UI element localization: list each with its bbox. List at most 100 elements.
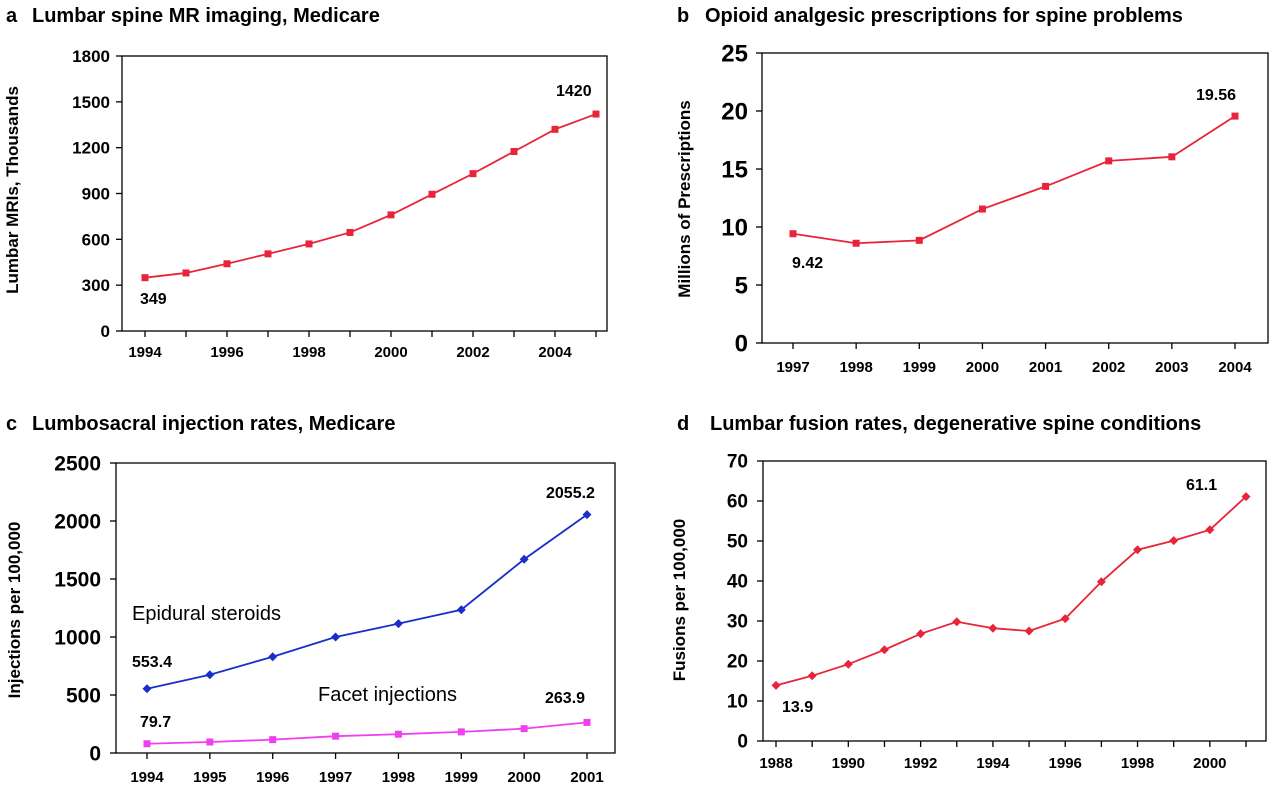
panel-d-series [771, 492, 1251, 690]
y-tick-label: 20 [721, 98, 748, 125]
panel-a-y-axis: 0 300 600 900 1200 1500 1800 [72, 47, 122, 341]
x-tick-label: 1997 [776, 359, 809, 376]
y-tick-label: 0 [737, 732, 748, 753]
panel-b-x-axis: 1997 1998 1999 2000 2001 2002 2003 2004 [776, 343, 1252, 376]
panel-b-series [789, 112, 1239, 247]
panel-a-ylabel: Lumbar MRIs, Thousands [3, 86, 22, 294]
panel-d-ylabel: Fusions per 100,000 [670, 519, 689, 682]
y-tick-label: 30 [727, 612, 748, 633]
data-point [1168, 153, 1176, 161]
y-tick-label: 1000 [54, 626, 101, 649]
x-tick-label: 2001 [570, 769, 603, 786]
data-point [1169, 536, 1179, 546]
series-line-1 [792, 115, 1236, 245]
data-point [520, 725, 528, 733]
data-point [1024, 626, 1034, 636]
x-tick-label: 2002 [1092, 359, 1125, 376]
series-line-1 [775, 495, 1247, 687]
data-point [456, 605, 466, 615]
series-line-2 [146, 721, 588, 745]
data-point [205, 670, 215, 680]
data-point [1042, 182, 1050, 190]
panel-d-y-axis: 0 10 20 30 40 50 60 70 [727, 452, 763, 753]
x-tick-label: 1995 [193, 769, 226, 786]
x-tick-label: 1999 [445, 769, 478, 786]
data-point [264, 250, 272, 258]
x-tick-label: 1998 [1121, 755, 1154, 772]
panel-c-data-label-facet-last: 263.9 [545, 690, 585, 707]
y-tick-label: 25 [721, 40, 748, 67]
y-tick-label: 1500 [72, 93, 110, 112]
data-point [1231, 112, 1239, 120]
x-tick-label: 1998 [292, 344, 325, 361]
data-point [393, 619, 403, 629]
data-point [519, 554, 529, 564]
panel-b-data-label-last: 19.56 [1196, 87, 1236, 104]
panel-b: b Opioid analgesic prescriptions for spi… [675, 5, 1269, 376]
data-point [143, 740, 151, 748]
x-tick-label: 1996 [210, 344, 243, 361]
panel-c-series [142, 510, 592, 748]
data-point [852, 239, 860, 247]
data-point [331, 632, 341, 642]
data-point [952, 617, 962, 627]
x-tick-label: 1997 [319, 769, 352, 786]
y-tick-label: 2500 [54, 452, 101, 475]
x-tick-label: 2001 [1029, 359, 1062, 376]
x-tick-label: 2004 [1218, 359, 1252, 376]
x-tick-label: 1994 [976, 755, 1010, 772]
x-tick-label: 2000 [507, 769, 540, 786]
panel-b-y-axis: 0 5 10 15 20 25 [721, 40, 762, 357]
data-point [916, 629, 926, 639]
panel-a-data-label-last: 1420 [556, 83, 592, 100]
data-point [1096, 577, 1106, 587]
series-line-1 [146, 513, 588, 690]
data-point [1060, 614, 1070, 624]
data-point [1241, 492, 1251, 502]
x-tick-label: 1996 [256, 769, 289, 786]
y-tick-label: 20 [727, 652, 748, 673]
data-point [789, 230, 797, 238]
data-point [346, 228, 354, 236]
data-point [978, 205, 986, 213]
x-tick-label: 2004 [538, 344, 572, 361]
panel-a-data-label-first: 349 [140, 291, 167, 308]
series-label-facet-injections: Facet injections [318, 684, 457, 706]
data-point [1105, 157, 1113, 165]
y-tick-label: 300 [82, 276, 110, 295]
panel-c-data-label-facet-first: 79.7 [140, 714, 171, 731]
y-tick-label: 60 [727, 492, 748, 513]
y-tick-label: 10 [727, 692, 748, 713]
panel-c-y-axis: 0 500 1000 1500 2000 2500 [54, 452, 116, 765]
panel-c-plot-frame [115, 462, 616, 754]
y-tick-label: 40 [727, 572, 748, 593]
panel-d-x-axis: 1988 1990 1992 1994 1996 1998 2000 [759, 741, 1247, 772]
y-tick-label: 5 [735, 272, 748, 299]
data-point [771, 680, 781, 690]
y-tick-label: 900 [82, 184, 110, 203]
x-tick-label: 1999 [903, 359, 936, 376]
x-tick-label: 1994 [128, 344, 162, 361]
data-point [457, 728, 465, 736]
y-tick-label: 0 [735, 330, 748, 357]
panel-b-ylabel: Millions of Prescriptions [675, 100, 694, 297]
data-point [807, 671, 817, 681]
x-tick-label: 2000 [966, 359, 999, 376]
y-tick-label: 1800 [72, 47, 110, 66]
y-tick-label: 50 [727, 532, 748, 553]
panel-c-data-label-epidural-last: 2055.2 [546, 485, 595, 502]
y-tick-label: 600 [82, 230, 110, 249]
x-tick-label: 2002 [456, 344, 489, 361]
data-point [469, 170, 477, 178]
panel-d-plot-frame [762, 460, 1267, 742]
x-tick-label: 2000 [1193, 755, 1226, 772]
panel-b-data-label-first: 9.42 [792, 255, 823, 272]
y-tick-label: 0 [89, 742, 101, 765]
y-tick-label: 500 [66, 684, 101, 707]
x-tick-label: 1994 [130, 769, 164, 786]
data-point [394, 730, 402, 738]
data-point [182, 269, 190, 277]
y-tick-label: 2000 [54, 510, 101, 533]
panel-b-letter: b [677, 5, 689, 27]
panel-c: c Lumbosacral injection rates, Medicare … [5, 413, 616, 786]
